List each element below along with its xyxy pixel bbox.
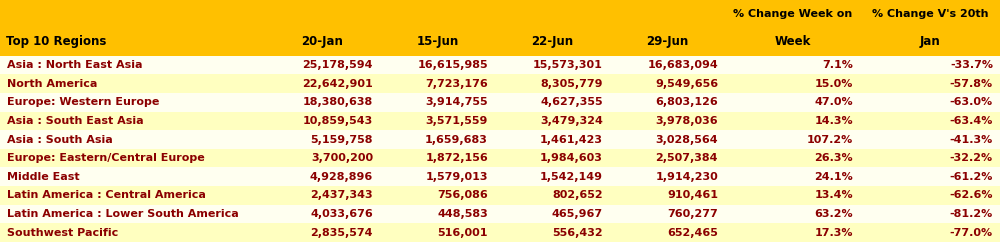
Text: 5,159,758: 5,159,758 [310, 135, 373, 144]
Text: 7.1%: 7.1% [822, 60, 853, 70]
Text: -57.8%: -57.8% [950, 79, 993, 89]
Text: 16,615,985: 16,615,985 [417, 60, 488, 70]
Text: 22,642,901: 22,642,901 [302, 79, 373, 89]
Text: 465,967: 465,967 [552, 209, 603, 219]
Bar [0, 28, 1000, 56]
Text: Asia : South East Asia: Asia : South East Asia [7, 116, 144, 126]
Text: 15,573,301: 15,573,301 [533, 60, 603, 70]
Text: 26.3%: 26.3% [814, 153, 853, 163]
Text: 10,859,543: 10,859,543 [303, 116, 373, 126]
Text: 3,479,324: 3,479,324 [540, 116, 603, 126]
Text: 7,723,176: 7,723,176 [425, 79, 488, 89]
Text: Asia : North East Asia: Asia : North East Asia [7, 60, 143, 70]
Text: -63.4%: -63.4% [950, 116, 993, 126]
Text: 910,461: 910,461 [667, 190, 718, 200]
Bar [0, 56, 1000, 74]
Text: 13.4%: 13.4% [814, 190, 853, 200]
Text: 4,928,896: 4,928,896 [310, 172, 373, 182]
Text: 29-Jun: 29-Jun [646, 35, 689, 48]
Text: 9,549,656: 9,549,656 [655, 79, 718, 89]
Text: -33.7%: -33.7% [950, 60, 993, 70]
Text: 16,683,094: 16,683,094 [647, 60, 718, 70]
Bar [0, 93, 1000, 112]
Text: 25,178,594: 25,178,594 [302, 60, 373, 70]
Bar [0, 186, 1000, 205]
Text: 1,984,603: 1,984,603 [540, 153, 603, 163]
Text: 1,461,423: 1,461,423 [540, 135, 603, 144]
Text: % Change V's 20th: % Change V's 20th [872, 9, 988, 19]
Text: 3,978,036: 3,978,036 [655, 116, 718, 126]
Text: 1,659,683: 1,659,683 [425, 135, 488, 144]
Text: Europe: Eastern/Central Europe: Europe: Eastern/Central Europe [7, 153, 205, 163]
Text: 8,305,779: 8,305,779 [540, 79, 603, 89]
Text: 2,507,384: 2,507,384 [656, 153, 718, 163]
Text: -62.6%: -62.6% [950, 190, 993, 200]
Text: -63.0%: -63.0% [950, 97, 993, 107]
Text: -61.2%: -61.2% [950, 172, 993, 182]
Text: 1,542,149: 1,542,149 [540, 172, 603, 182]
Text: 802,652: 802,652 [552, 190, 603, 200]
Text: 448,583: 448,583 [437, 209, 488, 219]
Text: 47.0%: 47.0% [814, 97, 853, 107]
Text: 756,086: 756,086 [437, 190, 488, 200]
Text: North America: North America [7, 79, 97, 89]
Text: Asia : South Asia: Asia : South Asia [7, 135, 113, 144]
Bar [0, 205, 1000, 223]
Bar [0, 112, 1000, 130]
Text: 516,001: 516,001 [438, 228, 488, 238]
Text: Europe: Western Europe: Europe: Western Europe [7, 97, 159, 107]
Text: % Change Week on: % Change Week on [733, 9, 852, 19]
Text: 15-Jun: 15-Jun [416, 35, 459, 48]
Text: 2,835,574: 2,835,574 [310, 228, 373, 238]
Text: 15.0%: 15.0% [815, 79, 853, 89]
Text: 1,872,156: 1,872,156 [425, 153, 488, 163]
Text: -41.3%: -41.3% [950, 135, 993, 144]
Text: 22-Jun: 22-Jun [531, 35, 574, 48]
Text: 3,700,200: 3,700,200 [311, 153, 373, 163]
Text: Southwest Pacific: Southwest Pacific [7, 228, 118, 238]
Text: 63.2%: 63.2% [814, 209, 853, 219]
Text: Top 10 Regions: Top 10 Regions [6, 35, 106, 48]
Text: 2,437,343: 2,437,343 [310, 190, 373, 200]
Text: 24.1%: 24.1% [814, 172, 853, 182]
Text: 6,803,126: 6,803,126 [655, 97, 718, 107]
Text: Latin America : Lower South America: Latin America : Lower South America [7, 209, 239, 219]
Text: 4,033,676: 4,033,676 [310, 209, 373, 219]
Bar [0, 167, 1000, 186]
Text: 17.3%: 17.3% [814, 228, 853, 238]
Bar [0, 130, 1000, 149]
Text: -32.2%: -32.2% [950, 153, 993, 163]
Bar [0, 74, 1000, 93]
Text: 4,627,355: 4,627,355 [540, 97, 603, 107]
Text: Jan: Jan [920, 35, 940, 48]
Text: Latin America : Central America: Latin America : Central America [7, 190, 206, 200]
Bar [0, 149, 1000, 167]
Text: -81.2%: -81.2% [950, 209, 993, 219]
Bar [0, 223, 1000, 242]
Text: Week: Week [774, 35, 811, 48]
Text: 14.3%: 14.3% [814, 116, 853, 126]
Text: Middle East: Middle East [7, 172, 80, 182]
Text: 1,914,230: 1,914,230 [655, 172, 718, 182]
Text: 20-Jan: 20-Jan [302, 35, 343, 48]
Text: 1,579,013: 1,579,013 [426, 172, 488, 182]
Text: 3,028,564: 3,028,564 [655, 135, 718, 144]
Bar [0, 0, 1000, 28]
Text: 760,277: 760,277 [667, 209, 718, 219]
Text: -77.0%: -77.0% [950, 228, 993, 238]
Text: 652,465: 652,465 [667, 228, 718, 238]
Text: 3,914,755: 3,914,755 [425, 97, 488, 107]
Text: 18,380,638: 18,380,638 [303, 97, 373, 107]
Text: 107.2%: 107.2% [807, 135, 853, 144]
Text: 556,432: 556,432 [552, 228, 603, 238]
Text: 3,571,559: 3,571,559 [426, 116, 488, 126]
